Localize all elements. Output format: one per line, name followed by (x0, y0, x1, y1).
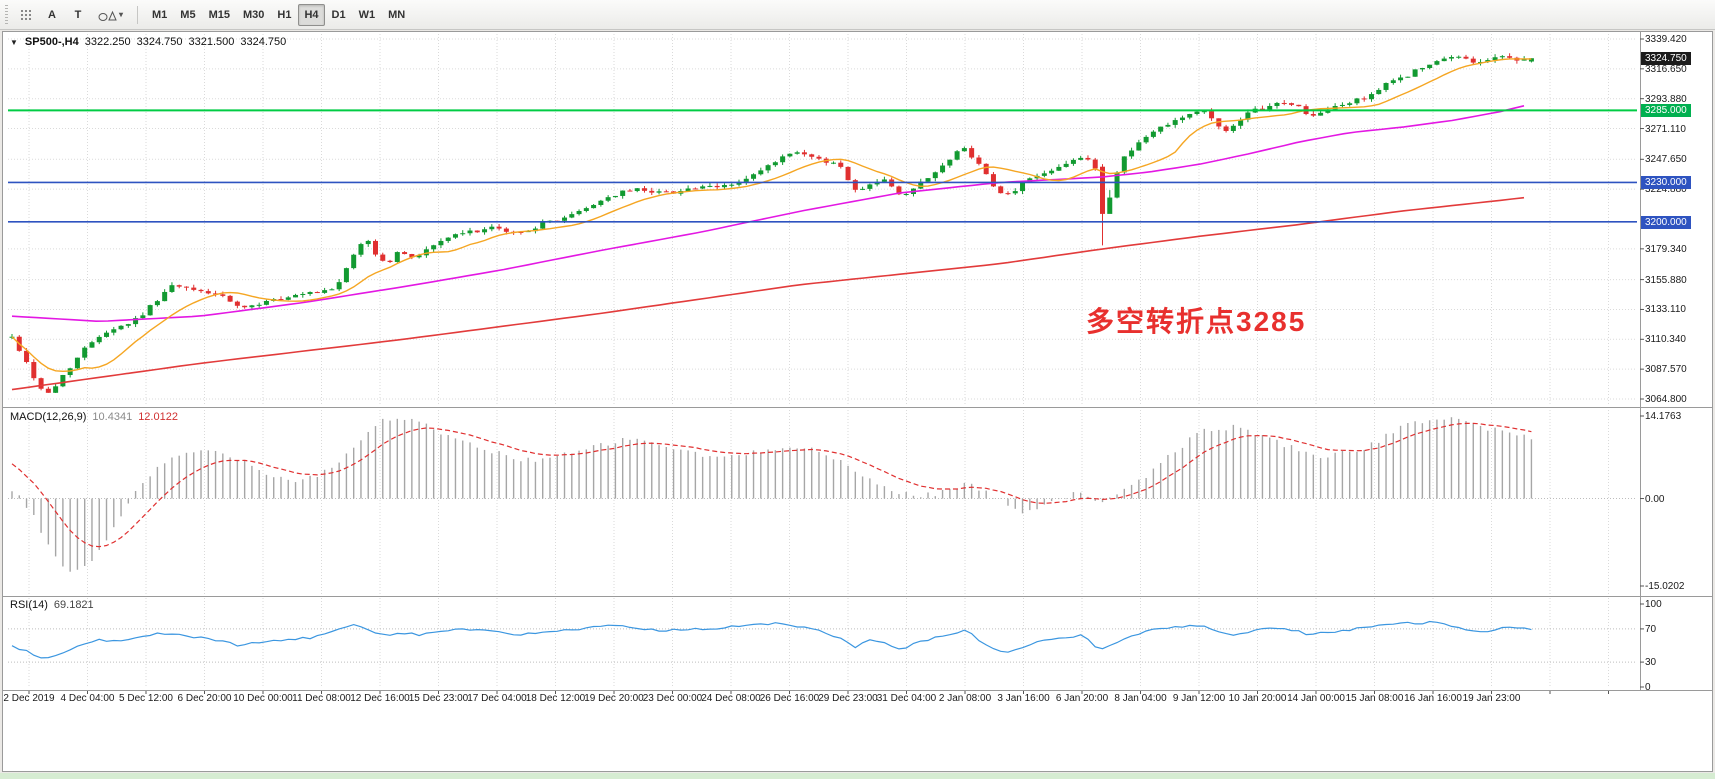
rsi-axis-label: 0 (1645, 682, 1651, 693)
macd-label: MACD(12,26,9) (10, 411, 87, 423)
chart-window (2, 31, 1713, 772)
dropdown-caret-icon: ▾ (119, 10, 124, 19)
macd-axis-label: 14.1763 (1645, 411, 1682, 422)
macd-signal-value: 12.0122 (138, 411, 178, 423)
price-tag: 3324.750 (1641, 52, 1691, 66)
timeframe-H1[interactable]: H1 (271, 4, 297, 26)
time-axis-label: 8 Jan 04:00 (1114, 693, 1167, 704)
price-axis-label: 3087.570 (1645, 364, 1687, 376)
timeframe-H4[interactable]: H4 (298, 3, 325, 26)
price-tag: 3285.000 (1641, 104, 1691, 118)
ohlc-open: 3322.250 (84, 36, 131, 48)
time-axis-label: 2 Dec 2019 (3, 693, 55, 704)
time-axis-label: 16 Jan 16:00 (1404, 693, 1462, 704)
price-axis-label: 3271.110 (1645, 123, 1686, 135)
ohlc-high: 3324.750 (136, 36, 183, 48)
timeframe-MN[interactable]: MN (382, 4, 411, 26)
time-axis-label: 2 Jan 08:00 (938, 693, 992, 704)
price-axis-label: 3133.110 (1645, 304, 1686, 316)
rsi-axis-label: 30 (1645, 657, 1657, 669)
time-axis-label: 24 Dec 08:00 (701, 693, 761, 704)
time-axis-label: 23 Dec 00:00 (642, 693, 703, 704)
rsi-axis-label: 100 (1645, 599, 1662, 610)
time-axis-label: 15 Dec 23:00 (408, 693, 469, 704)
time-axis-label: 4 Dec 04:00 (60, 693, 115, 704)
chart-menu-triangle-icon[interactable]: ▼ (10, 37, 18, 47)
symbol-period-label: SP500-,H4 (24, 36, 79, 48)
macd-axis-label: -15.0202 (1645, 581, 1685, 592)
price-axis-label: 3339.420 (1645, 34, 1687, 45)
time-axis-label: 11 Dec 08:00 (292, 693, 351, 704)
time-axis-label: 10 Jan 20:00 (1228, 693, 1287, 704)
price-axis-label: 3110.340 (1645, 334, 1686, 346)
macd-axis-label: 0.00 (1645, 493, 1665, 505)
timeframe-M5[interactable]: M5 (174, 4, 201, 26)
status-strip (0, 773, 1715, 779)
time-axis-label: 14 Jan 00:00 (1287, 693, 1345, 704)
timeframe-W1[interactable]: W1 (353, 4, 382, 26)
shapes-tool-button[interactable]: ▾ (92, 4, 129, 26)
text-tool-button[interactable]: T (66, 4, 90, 26)
price-axis-label: 3224.880 (1645, 184, 1687, 196)
rsi-axis-label: 70 (1645, 623, 1657, 635)
toolbar-separator (137, 5, 139, 24)
dots-grid-icon (21, 9, 31, 20)
ohlc-low: 3321.500 (188, 36, 235, 48)
time-axis-label: 6 Jan 20:00 (1055, 693, 1109, 704)
time-axis-label: 5 Dec 12:00 (119, 693, 173, 704)
time-axis-label: 19 Dec 20:00 (584, 693, 644, 704)
arrow-tool-button[interactable]: A (40, 4, 64, 26)
macd-header: MACD(12,26,9) 10.4341 12.0122 (10, 411, 178, 423)
price-axis-label: 3247.650 (1645, 154, 1687, 166)
price-axis-label: 3179.340 (1645, 243, 1687, 255)
dots-grid-icon-button[interactable] (14, 4, 38, 26)
time-axis-label: 17 Dec 04:00 (467, 693, 527, 704)
time-axis-label: 29 Dec 23:00 (818, 693, 878, 704)
time-axis-label: 10 Dec 00:00 (233, 693, 293, 704)
timeframe-buttons: M1 M5 M15 M30 H1 H4 D1 W1 MN (146, 3, 411, 26)
price-axis-label: 3293.880 (1645, 93, 1687, 105)
timeframe-M1[interactable]: M1 (146, 4, 173, 26)
rsi-header: RSI(14) 69.1821 (10, 599, 94, 611)
chart-title: ▼ SP500-,H4 3322.250 3324.750 3321.500 3… (10, 36, 286, 48)
price-axis-label: 3064.800 (1645, 394, 1687, 405)
price-axis-label: 3316.650 (1645, 63, 1687, 75)
toolbar-grip-handle[interactable] (5, 4, 8, 25)
ohlc-close: 3324.750 (240, 36, 287, 48)
price-tag: 3200.000 (1641, 215, 1691, 229)
time-axis-label: 15 Jan 08:00 (1345, 693, 1404, 704)
time-axis-label: 18 Dec 12:00 (525, 693, 586, 704)
rsi-value: 69.1821 (53, 599, 94, 611)
time-axis-label: 19 Jan 23:00 (1462, 693, 1521, 704)
time-axis-label: 3 Jan 16:00 (997, 693, 1050, 704)
price-axis-label: 3155.880 (1645, 274, 1687, 286)
time-axis-label: 12 Dec 16:00 (350, 693, 410, 704)
annotation-text[interactable]: 多空转折点3285 (1086, 306, 1307, 337)
time-axis-label: 6 Dec 20:00 (177, 693, 232, 704)
time-axis-label: 9 Jan 12:00 (1172, 693, 1226, 704)
timeframe-D1[interactable]: D1 (326, 4, 352, 26)
toolbar: A T ▾ M1 M5 M15 M30 H1 H4 D1 W1 MN (0, 0, 1715, 30)
shapes-icon (98, 10, 117, 21)
time-axis-label: 31 Dec 04:00 (876, 693, 937, 704)
macd-value: 10.4341 (92, 411, 133, 423)
time-axis-label: 26 Dec 16:00 (759, 693, 820, 704)
price-tag: 3230.000 (1641, 176, 1691, 190)
rsi-label: RSI(14) (10, 599, 48, 611)
timeframe-M15[interactable]: M15 (203, 4, 236, 26)
timeframe-M30[interactable]: M30 (237, 4, 270, 26)
